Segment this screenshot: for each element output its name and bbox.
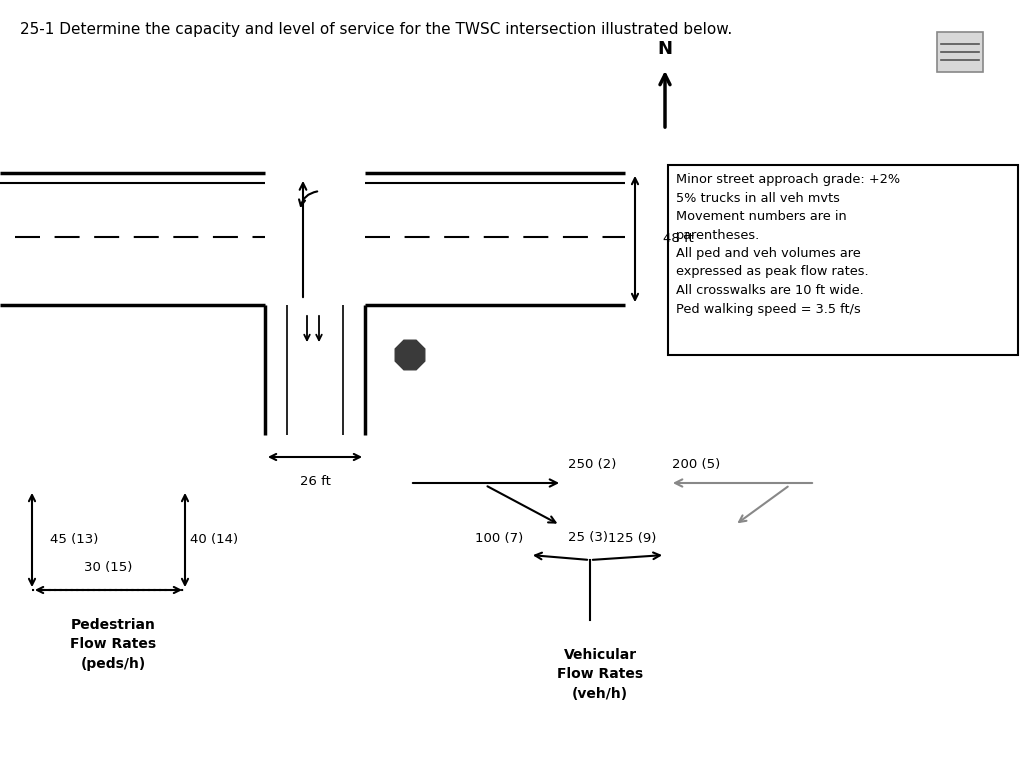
Text: 100 (7): 100 (7) (475, 532, 523, 545)
Text: Minor street approach grade: +2%
5% trucks in all veh mvts
Movement numbers are : Minor street approach grade: +2% 5% truc… (676, 173, 900, 316)
Text: 200 (5): 200 (5) (672, 458, 720, 471)
Text: 48 ft: 48 ft (663, 233, 693, 246)
Text: 25-1 Determine the capacity and level of service for the TWSC intersection illus: 25-1 Determine the capacity and level of… (20, 22, 732, 37)
Text: 45 (13): 45 (13) (50, 534, 98, 547)
Text: 26 ft: 26 ft (300, 475, 331, 488)
Text: 25 (3): 25 (3) (568, 531, 608, 544)
FancyBboxPatch shape (937, 32, 983, 72)
Text: 250 (2): 250 (2) (568, 458, 616, 471)
Text: N: N (657, 40, 673, 58)
Text: Pedestrian
Flow Rates
(peds/h): Pedestrian Flow Rates (peds/h) (70, 618, 156, 671)
Text: 30 (15): 30 (15) (84, 561, 132, 574)
Text: 125 (9): 125 (9) (608, 532, 656, 545)
Text: Vehicular
Flow Rates
(veh/h): Vehicular Flow Rates (veh/h) (557, 648, 643, 701)
FancyBboxPatch shape (668, 165, 1018, 355)
Text: 40 (14): 40 (14) (190, 534, 239, 547)
